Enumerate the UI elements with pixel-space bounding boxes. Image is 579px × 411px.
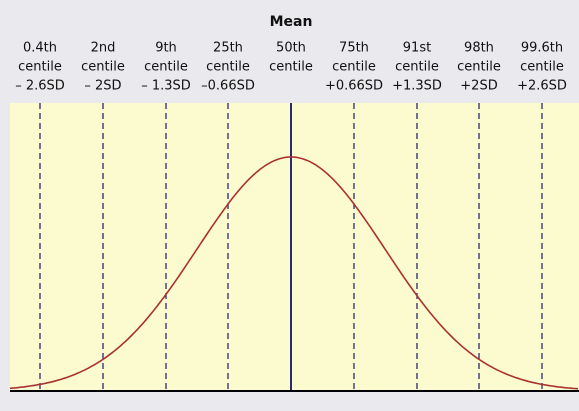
marker-label: – 2.6SD [15, 79, 65, 94]
marker-label: +1.3SD [392, 79, 442, 94]
marker-label: – 1.3SD [141, 79, 191, 94]
marker-label: centile [144, 60, 188, 75]
marker-label: 9th [155, 41, 177, 56]
marker-label: 25th [213, 41, 243, 56]
title: Mean [270, 14, 313, 30]
marker-label: 50th [276, 41, 306, 56]
marker-label: 2nd [91, 41, 116, 56]
marker-label: centile [395, 60, 439, 75]
marker-label: +2.6SD [517, 79, 567, 94]
marker-label: +2SD [460, 79, 497, 94]
marker-label: –0.66SD [201, 79, 255, 94]
marker-label: – 2SD [84, 79, 121, 94]
plot-area [10, 103, 579, 392]
marker-label: centile [269, 60, 313, 75]
marker-label: 99.6th [521, 41, 563, 56]
marker-label: 91st [403, 41, 431, 56]
marker-label: centile [457, 60, 501, 75]
marker-label: 98th [464, 41, 494, 56]
marker-label: centile [332, 60, 376, 75]
marker-label: 0.4th [23, 41, 57, 56]
marker-label: centile [18, 60, 62, 75]
marker-label: +0.66SD [325, 79, 383, 94]
marker-label: centile [81, 60, 125, 75]
marker-label: centile [206, 60, 250, 75]
marker-label: centile [520, 60, 564, 75]
normal-curve [9, 156, 579, 390]
marker-label: 75th [339, 41, 369, 56]
